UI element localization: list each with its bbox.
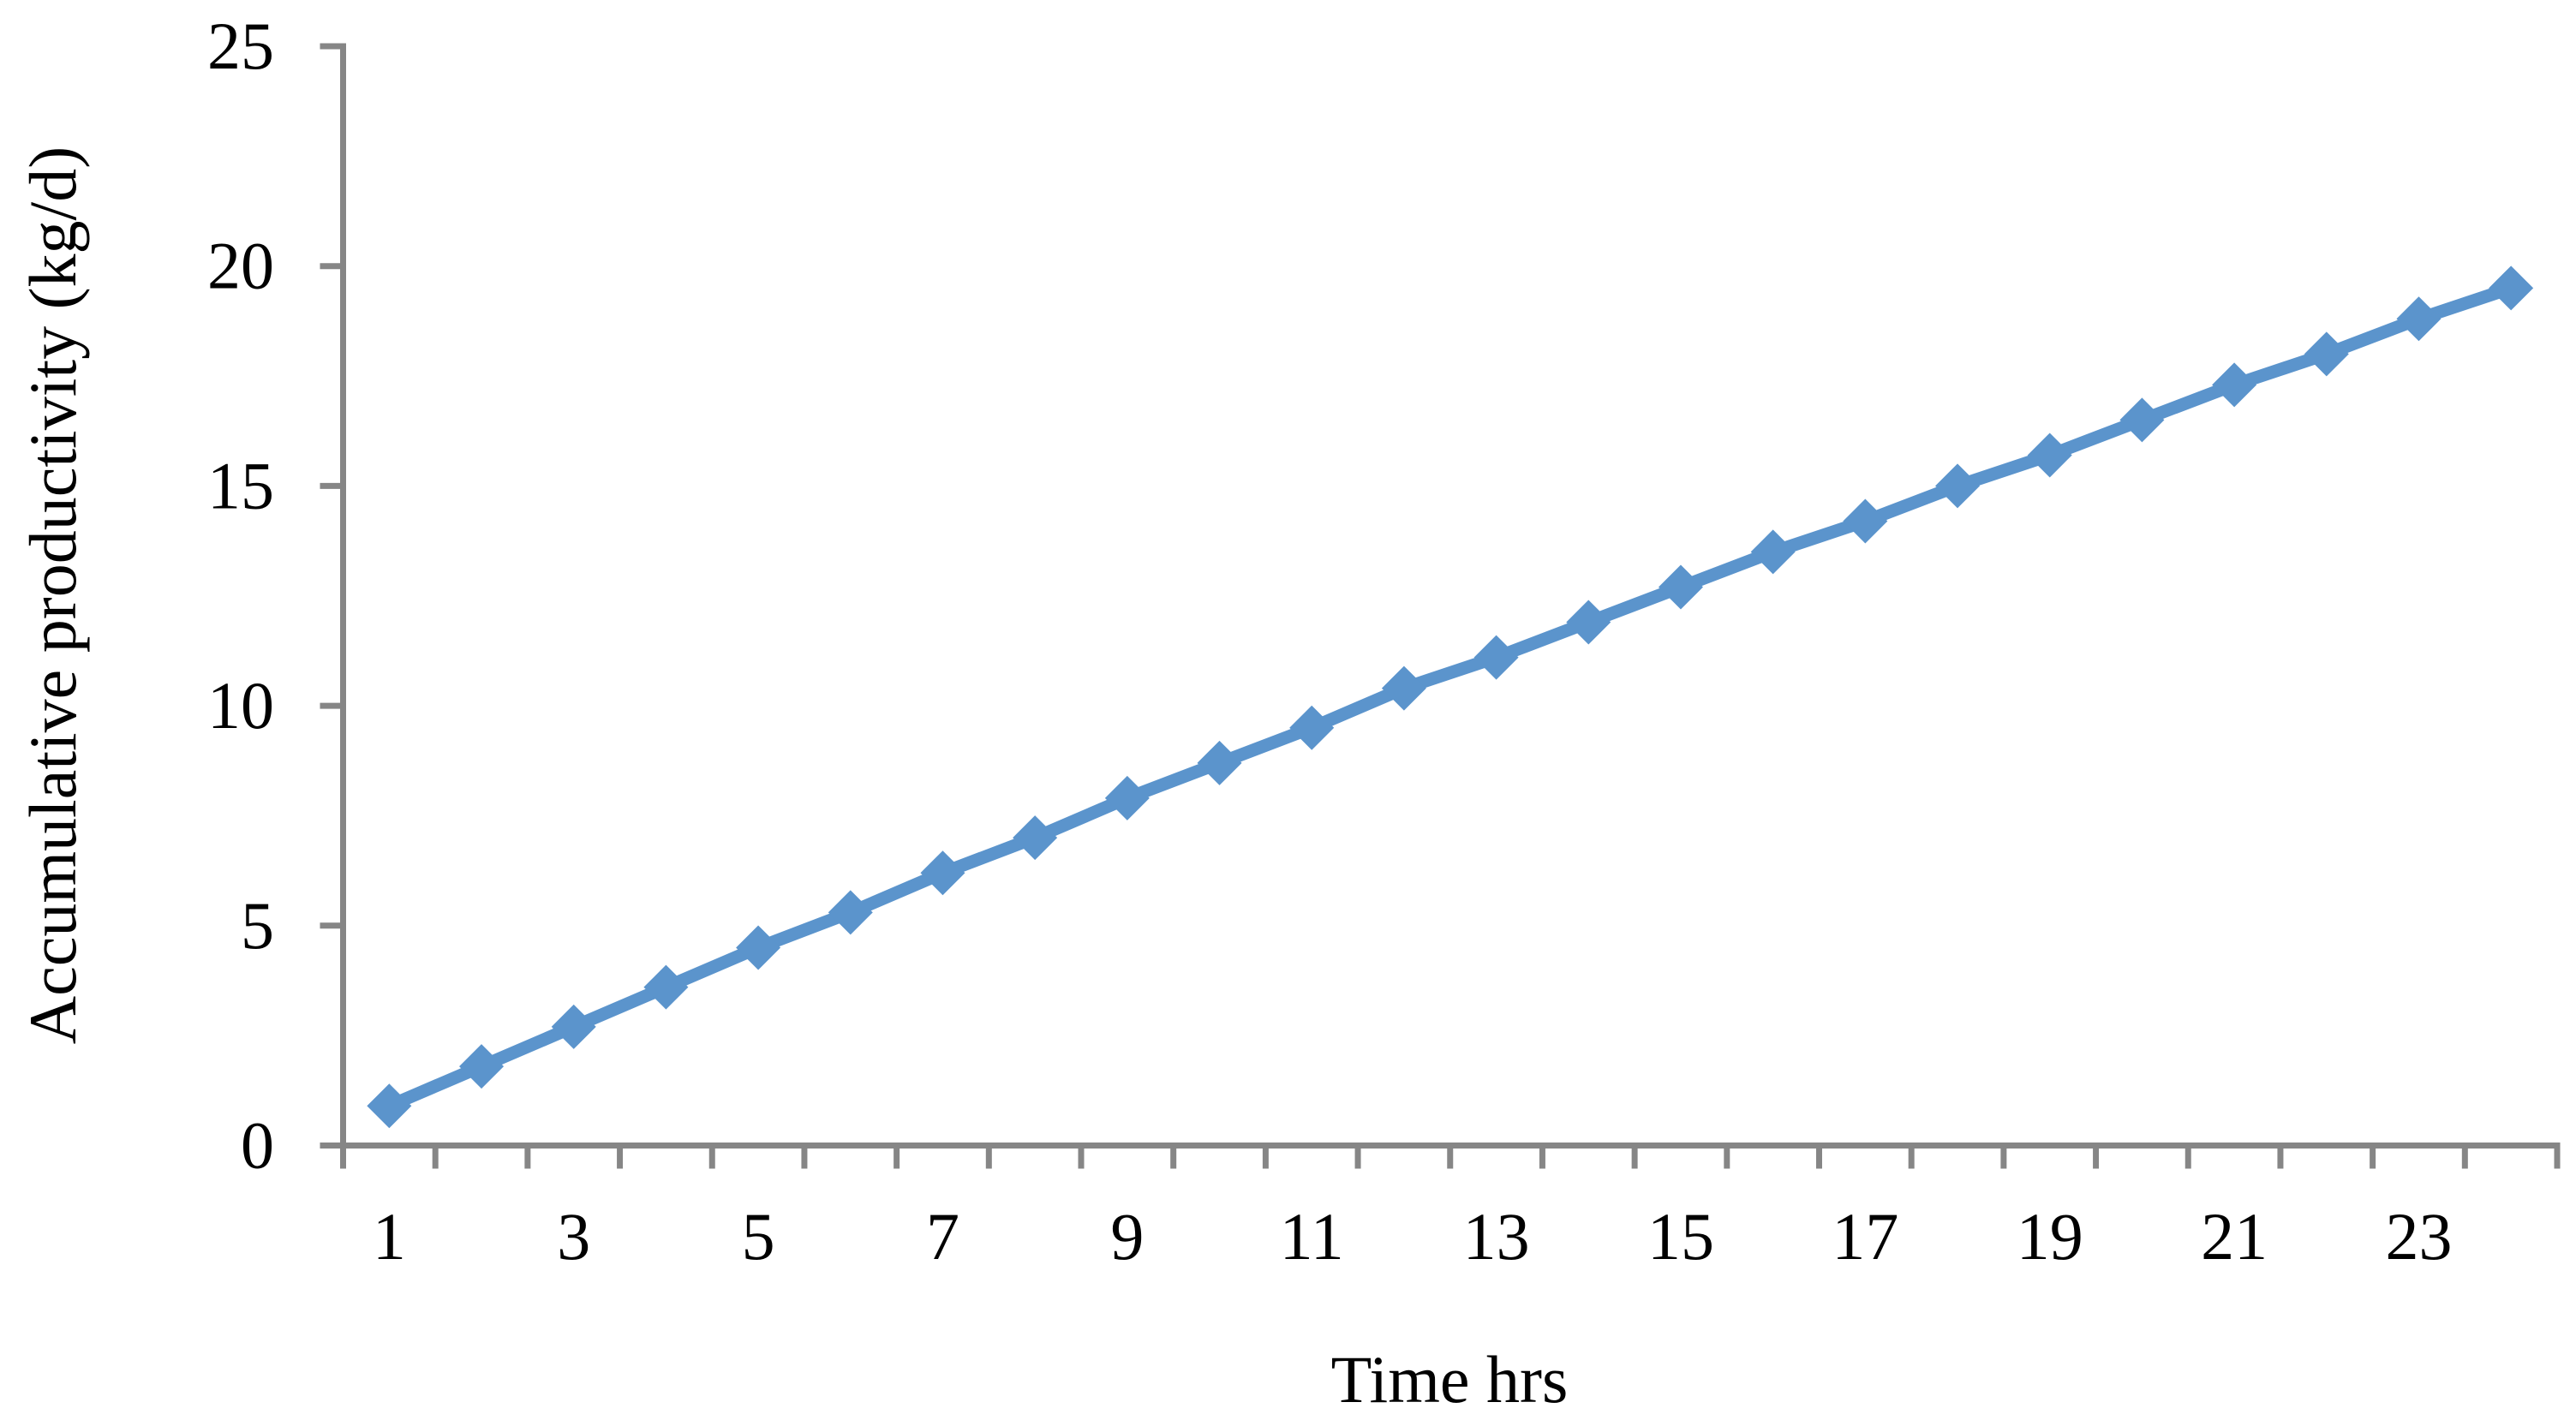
data-point-marker bbox=[459, 1044, 505, 1089]
data-point-marker bbox=[1566, 600, 1611, 645]
data-point-marker bbox=[2119, 397, 2165, 443]
data-point-marker bbox=[920, 850, 965, 896]
data-point-marker bbox=[1750, 529, 1796, 575]
x-tick-label: 7 bbox=[926, 1199, 959, 1274]
data-point-marker bbox=[736, 925, 781, 970]
y-tick-label: 0 bbox=[241, 1108, 274, 1183]
x-axis-title: Time hrs bbox=[1331, 1342, 1569, 1417]
data-point-marker bbox=[1843, 498, 1888, 544]
x-tick-label: 15 bbox=[1647, 1199, 1714, 1274]
x-tick-label: 23 bbox=[2385, 1199, 2452, 1274]
data-point-marker bbox=[551, 1004, 596, 1049]
data-point-marker bbox=[1289, 705, 1335, 750]
data-point-marker bbox=[2396, 296, 2442, 342]
data-point-marker bbox=[2212, 362, 2257, 408]
x-tick-label: 1 bbox=[373, 1199, 406, 1274]
data-point-marker bbox=[1473, 635, 1519, 680]
data-point-marker bbox=[1197, 740, 1242, 785]
y-tick-label: 20 bbox=[207, 229, 274, 303]
x-tick-label: 21 bbox=[2201, 1199, 2268, 1274]
data-point-marker bbox=[2027, 433, 2072, 478]
data-point-marker bbox=[1658, 564, 1703, 610]
y-tick-label: 5 bbox=[241, 888, 274, 963]
x-tick-label: 3 bbox=[557, 1199, 590, 1274]
data-point-marker bbox=[2489, 266, 2534, 311]
x-tick-label: 5 bbox=[742, 1199, 775, 1274]
x-tick-label: 17 bbox=[1832, 1199, 1898, 1274]
data-point-marker bbox=[367, 1083, 412, 1129]
y-tick-label: 25 bbox=[207, 9, 274, 83]
data-point-marker bbox=[1381, 665, 1426, 711]
series-line bbox=[382, 281, 2518, 1113]
x-tick-label: 13 bbox=[1463, 1199, 1530, 1274]
y-axis-title: Accumulative productivity (kg/d) bbox=[15, 146, 90, 1044]
data-point-marker bbox=[1013, 815, 1058, 861]
data-point-marker bbox=[643, 964, 689, 1010]
data-point-marker bbox=[1104, 775, 1150, 820]
data-point-marker bbox=[1935, 463, 1981, 509]
y-tick-label: 15 bbox=[207, 448, 274, 522]
data-point-marker bbox=[828, 890, 873, 935]
x-tick-label: 19 bbox=[2017, 1199, 2083, 1274]
x-tick-label: 11 bbox=[1280, 1199, 1344, 1274]
x-tick-label: 9 bbox=[1110, 1199, 1144, 1274]
y-tick-label: 10 bbox=[207, 668, 274, 743]
data-point-marker bbox=[2304, 331, 2349, 377]
